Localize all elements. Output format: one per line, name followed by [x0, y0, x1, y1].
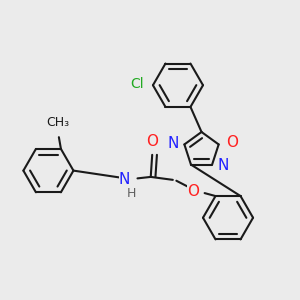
Text: N: N: [167, 136, 178, 151]
Text: N: N: [119, 172, 130, 187]
Text: Cl: Cl: [130, 77, 143, 91]
Text: CH₃: CH₃: [46, 116, 70, 129]
Text: H: H: [126, 187, 136, 200]
Text: O: O: [146, 134, 158, 149]
Text: N: N: [218, 158, 229, 173]
Text: O: O: [226, 135, 238, 150]
Text: O: O: [187, 184, 199, 199]
